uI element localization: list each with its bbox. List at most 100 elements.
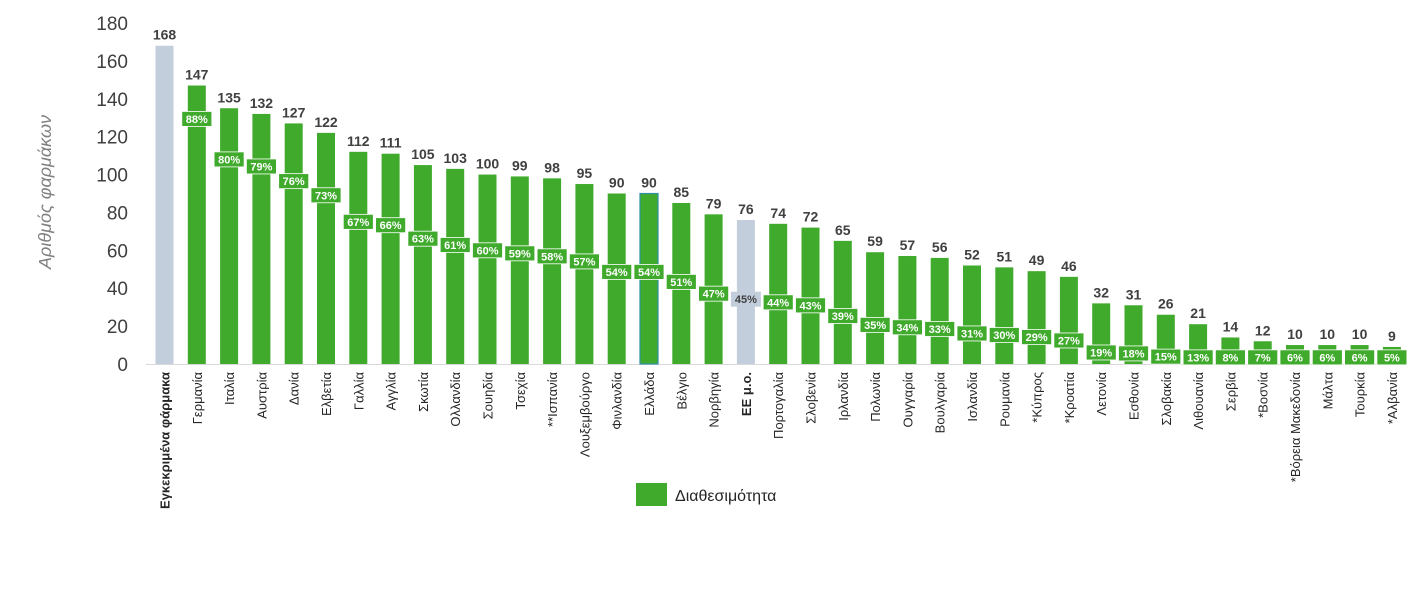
availability-label: 29% — [1026, 332, 1048, 344]
availability-badge — [1118, 345, 1149, 362]
bar — [284, 123, 303, 365]
availability-label: 44% — [767, 297, 789, 309]
bar — [510, 176, 529, 364]
category-label: *Βόρεια Μακεδονία — [1288, 372, 1303, 483]
availability-label: 19% — [1090, 347, 1112, 359]
category-label: *Κροατία — [1062, 372, 1077, 424]
availability-badge — [342, 213, 374, 230]
availability-label: 79% — [250, 161, 272, 173]
value-label: 147 — [185, 67, 209, 83]
bar — [1027, 271, 1046, 364]
availability-badge — [278, 173, 310, 190]
availability-label: 88% — [186, 114, 208, 126]
availability-badge — [924, 321, 956, 337]
availability-label: 61% — [444, 240, 466, 252]
category-label: *Αλβανία — [1385, 372, 1400, 425]
legend: Διαθεσιμότητα — [636, 483, 776, 506]
value-label: 90 — [641, 175, 657, 191]
value-label: 98 — [544, 159, 560, 175]
category-label: Νορβηγία — [707, 372, 722, 428]
value-label: 168 — [153, 27, 177, 43]
bar — [187, 85, 206, 365]
bar — [930, 257, 949, 364]
availability-label: 15% — [1155, 352, 1177, 364]
availability-badge — [1344, 349, 1375, 366]
value-label: 10 — [1320, 326, 1336, 342]
availability-label: 67% — [347, 217, 369, 229]
value-label: 122 — [314, 114, 338, 130]
category-label: Ελβετία — [319, 372, 334, 416]
category-label: Σερβία — [1223, 372, 1238, 412]
category-label: Βουλγαρία — [933, 372, 948, 434]
category-label: Τουρκία — [1353, 372, 1368, 418]
bar — [575, 184, 594, 364]
availability-badge — [601, 264, 633, 280]
y-tick-label: 120 — [96, 128, 128, 149]
category-label: Πολωνία — [868, 372, 883, 422]
availability-label: 47% — [703, 289, 725, 301]
availability-badge — [569, 253, 600, 270]
value-label: 26 — [1158, 296, 1174, 312]
availability-label: 39% — [832, 311, 854, 323]
availability-badge — [213, 151, 245, 168]
value-label: 49 — [1029, 252, 1045, 268]
availability-badge — [181, 111, 213, 127]
availability-badge — [827, 308, 859, 324]
value-label: 79 — [706, 195, 722, 211]
y-tick-label: 160 — [96, 52, 128, 73]
y-tick-label: 20 — [107, 317, 128, 338]
bar — [155, 45, 174, 364]
availability-label: 57% — [573, 256, 595, 268]
category-label: Ουγγαρία — [900, 372, 915, 428]
availability-badge — [859, 316, 891, 333]
category-label: Γαλλία — [351, 372, 366, 411]
availability-badge — [439, 237, 471, 253]
availability-label: 63% — [412, 234, 434, 246]
category-label: Εσθονία — [1127, 372, 1142, 421]
availability-label: 58% — [541, 251, 563, 263]
availability-badge — [633, 264, 665, 280]
availability-badge — [795, 297, 826, 314]
y-tick-label: 40 — [107, 279, 128, 300]
category-label: Αγγλία — [384, 372, 399, 411]
value-label: 46 — [1061, 258, 1077, 274]
value-label: 14 — [1223, 318, 1239, 334]
value-label: 132 — [250, 95, 274, 111]
availability-label: 45% — [735, 294, 757, 306]
availability-badge — [1247, 349, 1279, 366]
bar — [349, 151, 368, 364]
category-label: Λιθουανία — [1191, 372, 1206, 430]
bar — [220, 108, 239, 364]
availability-label: 60% — [476, 245, 498, 257]
availability-label: 35% — [864, 320, 886, 332]
category-label: Ελλάδα — [642, 372, 657, 416]
category-label: Ολλανδία — [448, 372, 463, 427]
bar — [252, 113, 271, 364]
bar — [1059, 276, 1078, 364]
availability-badge — [1085, 344, 1117, 361]
availability-badge — [504, 245, 536, 262]
value-label: 21 — [1190, 305, 1206, 321]
category-label: *Βοσνία — [1256, 372, 1271, 418]
category-label: Ρουμανία — [997, 372, 1012, 427]
availability-label: 8% — [1222, 352, 1238, 364]
category-label: **Ισπανία — [545, 372, 560, 427]
availability-badge — [375, 217, 407, 234]
legend-swatch — [636, 483, 667, 506]
bar — [995, 267, 1014, 364]
availability-badge — [956, 325, 988, 342]
availability-badge — [472, 242, 503, 259]
value-label: 31 — [1126, 286, 1142, 302]
availability-label: 7% — [1255, 352, 1271, 364]
value-label: 59 — [867, 233, 883, 249]
availability-label: 73% — [315, 190, 337, 202]
availability-label: 54% — [638, 267, 660, 279]
category-label: Ιρλανδία — [836, 372, 851, 421]
category-label: ΕΕ μ.ο. — [739, 372, 754, 416]
availability-label: 66% — [380, 220, 402, 232]
category-label: Μάλτα — [1320, 372, 1335, 410]
availability-label: 43% — [799, 300, 821, 312]
y-axis-title: Αριθμός φαρμάκων — [35, 115, 55, 270]
category-label: Ισλανδία — [965, 372, 980, 422]
availability-badge — [1053, 332, 1085, 349]
